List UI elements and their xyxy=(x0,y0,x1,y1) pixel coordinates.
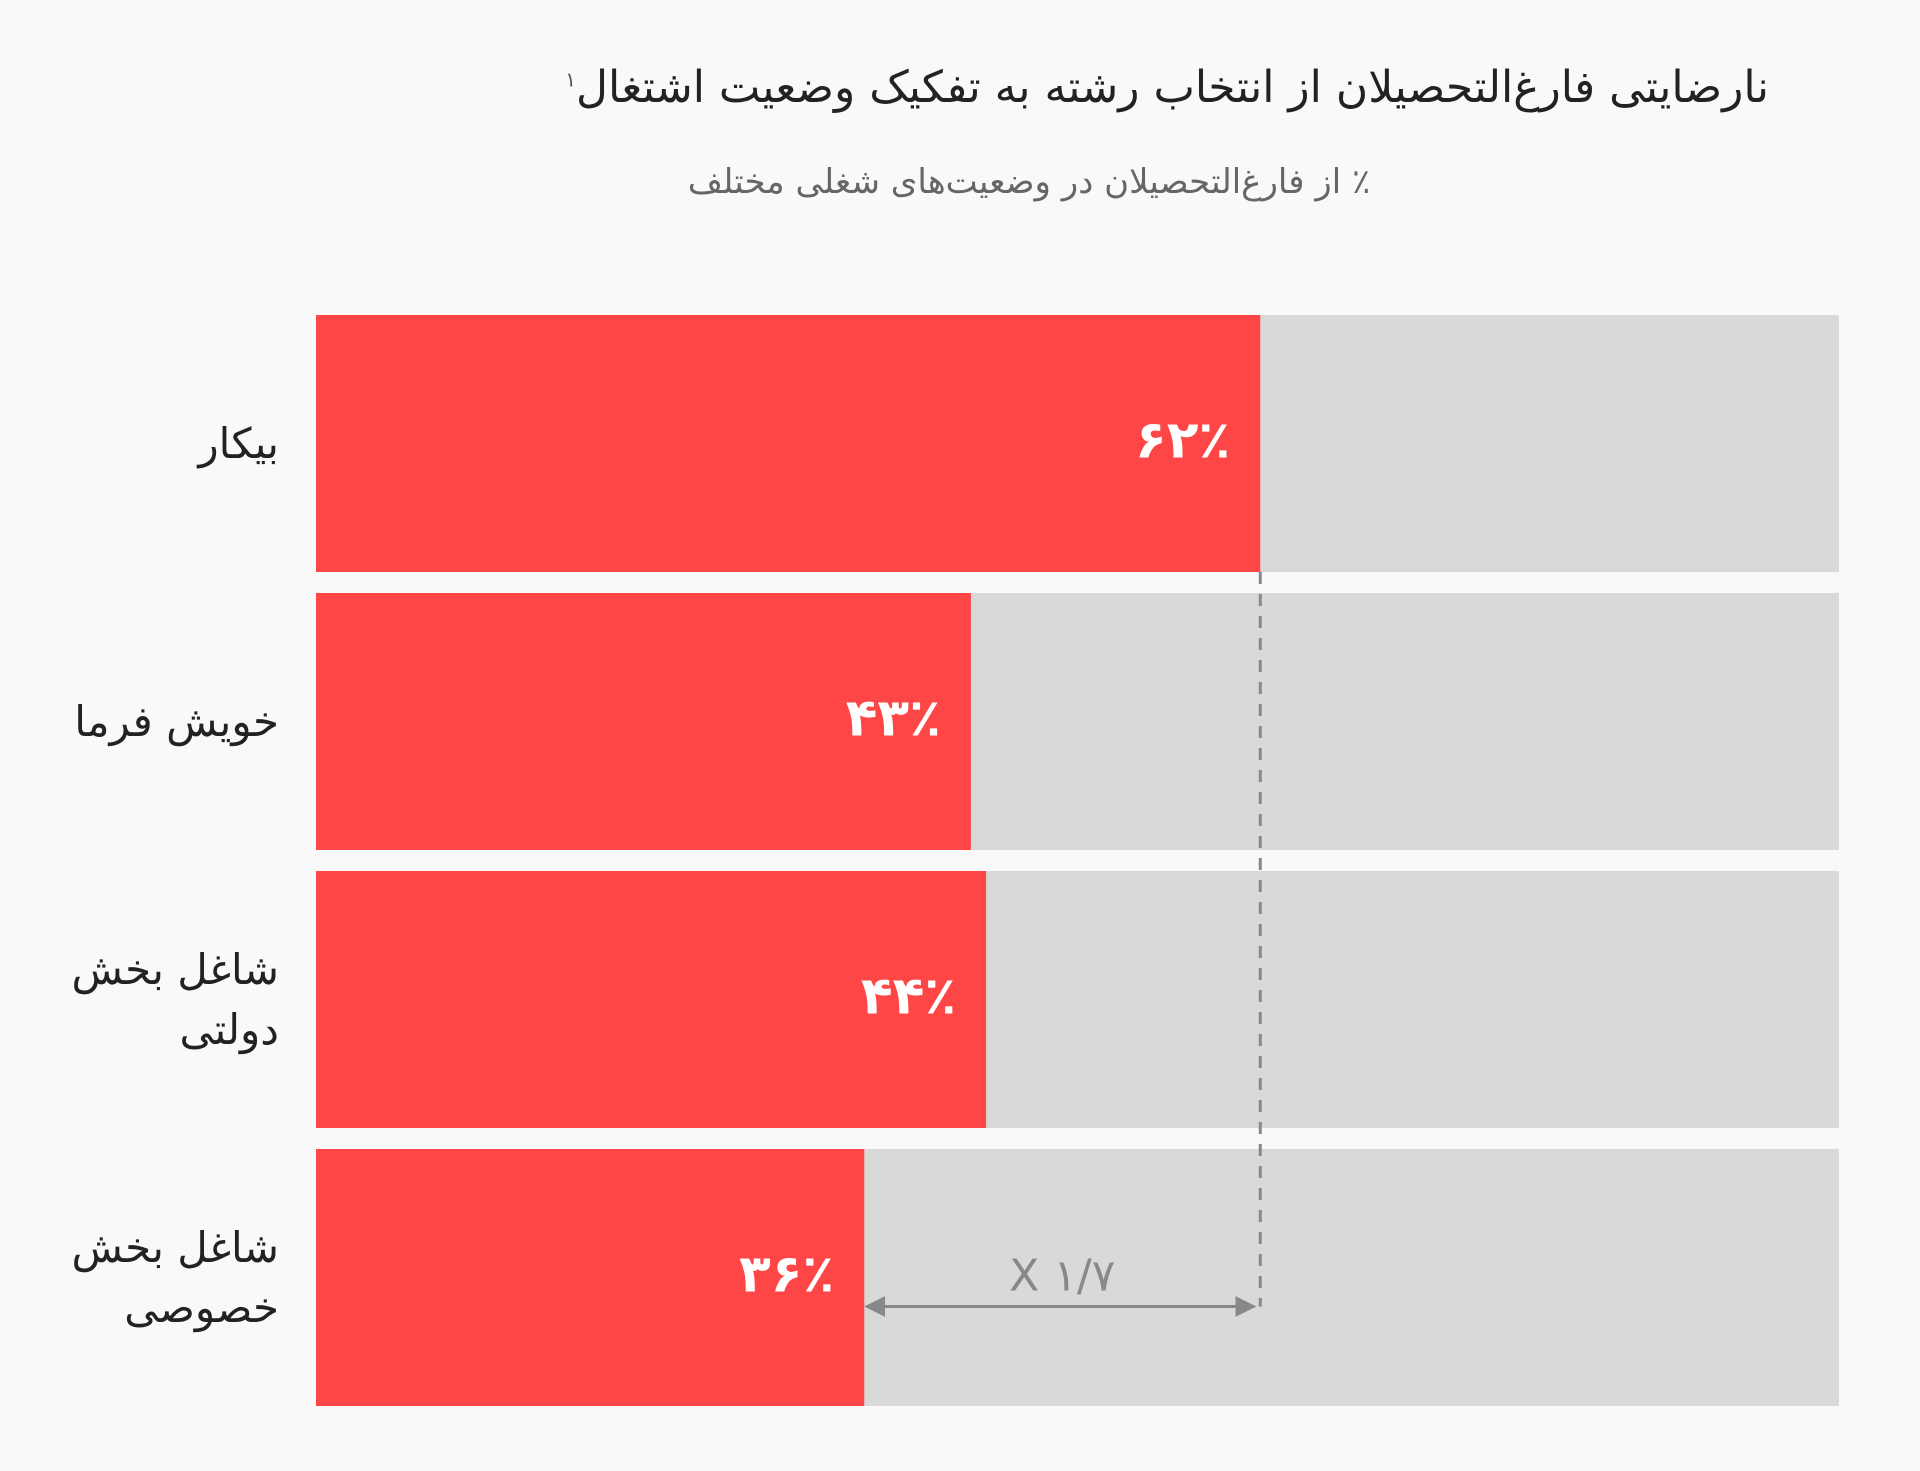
bar xyxy=(316,1149,865,1406)
category-label: خویش فرما xyxy=(74,696,279,746)
category-label: شاغل بخش خصوصی xyxy=(71,1222,279,1332)
chart-subtitle: ٪ از فارغ‌التحصیلان در وضعیت‌های شغلی مخ… xyxy=(687,162,1371,202)
bar xyxy=(316,871,987,1128)
value-label: ۶۲٪ xyxy=(1135,411,1230,471)
chart-title-box: نارضایتی فارغ‌التحصیلان از انتخاب رشته ب… xyxy=(565,62,1769,113)
annotation: X ۱/۷ xyxy=(1009,1251,1115,1302)
value-label: ۴۳٪ xyxy=(846,689,941,749)
bar xyxy=(316,593,971,850)
bar xyxy=(316,315,1261,572)
value-label: ۳۶٪ xyxy=(739,1245,834,1305)
chart-title: نارضایتی فارغ‌التحصیلان از انتخاب رشته ب… xyxy=(575,62,1769,113)
value-label: ۴۴٪ xyxy=(861,967,956,1027)
category-label: بیکار xyxy=(198,418,279,468)
category-label: شاغل بخش دولتی xyxy=(71,944,279,1054)
title-footnote: ۱ xyxy=(565,67,576,92)
